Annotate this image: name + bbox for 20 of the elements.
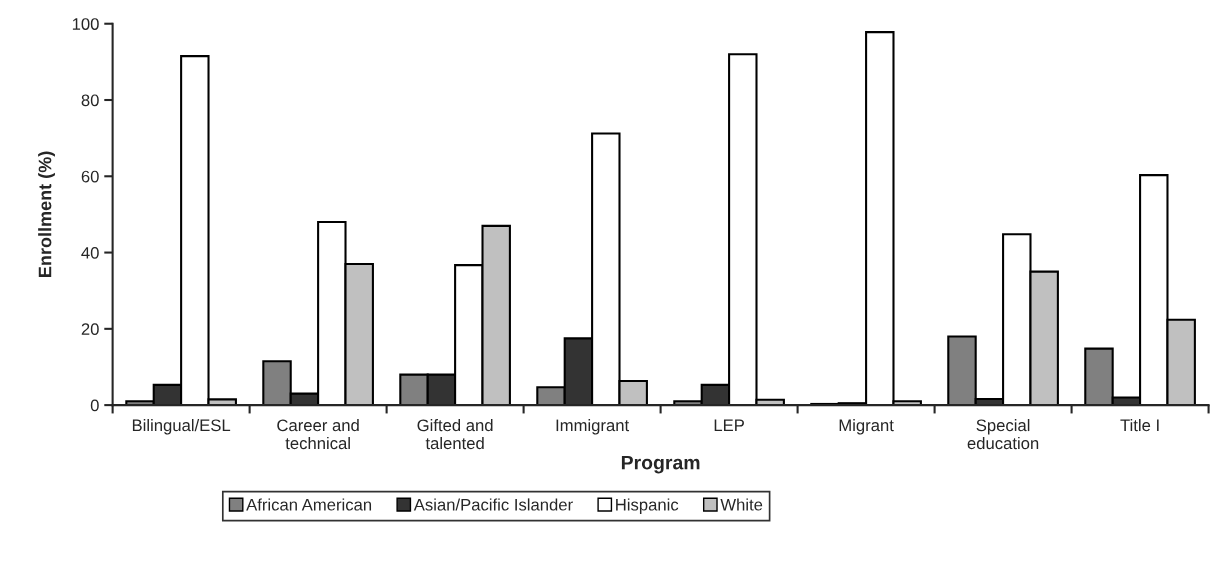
x-tick-label: Title I xyxy=(1120,418,1159,432)
legend-label: Hispanic xyxy=(616,498,679,514)
x-tick-label: LEP xyxy=(714,419,744,432)
x-tick-label: Gifted and talented xyxy=(417,418,493,450)
y-axis-title: Enrollment (%) xyxy=(38,151,55,277)
x-tick-label: Immigrant xyxy=(556,418,630,435)
legend-label: Asian/Pacific Islander xyxy=(413,498,573,511)
x-axis-title: Program xyxy=(621,455,700,474)
x-tick-label: Migrant xyxy=(839,418,894,435)
y-tick-label: 40 xyxy=(81,246,99,259)
x-tick-label: Bilingual/ESL xyxy=(132,418,231,435)
x-tick-label: Special education xyxy=(967,418,1039,450)
y-tick-label: 100 xyxy=(72,18,99,30)
y-tick-label: 60 xyxy=(81,170,99,183)
legend-label: African American xyxy=(246,498,372,511)
y-tick-label: 80 xyxy=(81,94,99,107)
y-tick-label: 0 xyxy=(90,399,99,412)
x-tick-label: Career and technical xyxy=(277,418,359,450)
y-tick-label: 20 xyxy=(81,323,99,336)
legend-label: White xyxy=(720,498,763,511)
